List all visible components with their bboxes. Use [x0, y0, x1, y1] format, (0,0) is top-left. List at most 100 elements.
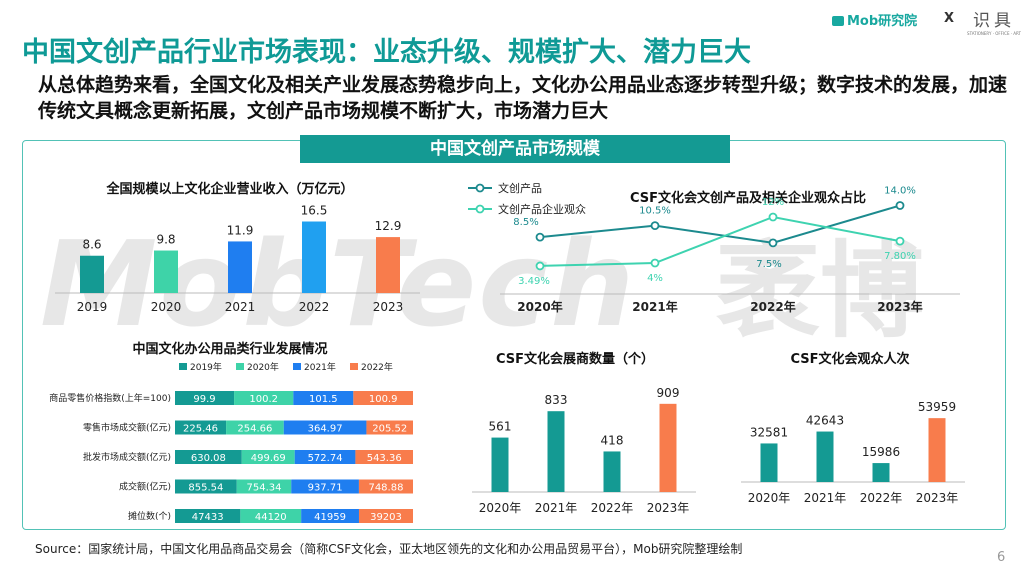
legend-label: 文创产品企业观众: [498, 202, 586, 216]
x-tick-label: 2023: [373, 300, 404, 314]
data-label: 42643: [806, 414, 844, 428]
bar: [376, 237, 400, 293]
data-label: 32581: [750, 425, 788, 439]
x-tick-label: 2022年: [591, 501, 634, 515]
mob-logo-text: Mob研究院: [847, 14, 918, 29]
data-point: [895, 236, 905, 246]
segment-label: 100.2: [249, 394, 278, 405]
stacked-segment: [175, 391, 235, 405]
segment-label: 101.5: [309, 394, 338, 405]
bar: [872, 463, 890, 482]
stacked-segment: [291, 479, 359, 494]
segment-label: 254.66: [237, 424, 272, 435]
y-tick-label: 批发市场成交额(亿元): [83, 451, 171, 463]
panel-banner: 中国文创产品市场规模: [300, 135, 730, 163]
data-label: 4%: [647, 273, 663, 284]
data-label: 418: [601, 433, 624, 447]
x-tick-label: 2023年: [647, 501, 690, 515]
stacked-segment: [353, 391, 413, 405]
shiju-logo: 识具 STATIONERY · OFFICE · ART: [966, 6, 1022, 36]
stacked-segment: [175, 509, 241, 523]
series-line: [539, 215, 901, 267]
data-point: [650, 258, 660, 268]
stacked-segment: [236, 479, 292, 494]
legend-label: 2020年: [247, 361, 279, 373]
x-tick-label: 2020年: [517, 299, 562, 314]
data-point: [768, 212, 778, 222]
y-tick-label: 商品零售价格指数(上年=100): [49, 392, 171, 404]
stacked-segment: [175, 479, 237, 494]
bar: [659, 403, 677, 492]
page-title: 中国文创产品行业市场表现：业态升级、规模扩大、潜力巨大: [22, 37, 751, 68]
legend-marker: [475, 183, 485, 193]
segment-label: 364.97: [308, 424, 343, 435]
stacked-segment: [355, 450, 413, 464]
bar: [491, 437, 509, 492]
legend-label: 2019年: [190, 361, 222, 373]
visitors-chart-title: CSF文化会观众人次: [790, 352, 910, 367]
x-tick-label: 2023年: [916, 491, 959, 505]
stacked-segment: [241, 450, 295, 464]
segment-label: 630.08: [191, 453, 226, 464]
data-label: 8.5%: [513, 217, 538, 228]
data-label: 8.6: [82, 238, 101, 252]
series-line: [539, 204, 901, 244]
data-point: [535, 232, 545, 242]
legend-label: 2021年: [304, 361, 336, 373]
bar: [80, 255, 104, 293]
data-label: 12.9: [375, 219, 402, 233]
page-number: 6: [997, 550, 1006, 565]
segment-label: 225.46: [183, 424, 218, 435]
x-tick-label: 2023年: [877, 299, 922, 314]
data-label: 53959: [918, 400, 956, 414]
bar: [760, 443, 778, 482]
data-label: 12%: [762, 197, 784, 208]
data-label: 14.0%: [884, 186, 916, 197]
x-tick-label: 2022: [299, 300, 330, 314]
watermark: MobTech: [40, 215, 637, 353]
stacked-segment: [293, 391, 354, 405]
segment-label: 99.9: [193, 394, 215, 405]
x-tick-label: 2020年: [748, 491, 791, 505]
data-label: 561: [489, 420, 512, 434]
segment-label: 748.88: [368, 483, 403, 494]
data-label: 7.5%: [756, 259, 781, 270]
stacked-segment: [358, 509, 413, 523]
exhibitors-chart-title: CSF文化会展商数量（个）: [495, 352, 655, 367]
x-tick-label: 2021年: [535, 501, 578, 515]
stacked-segment: [358, 479, 413, 494]
data-label: 15986: [862, 445, 900, 459]
legend-swatch: [350, 363, 358, 370]
x-tick-label: 2022年: [860, 491, 903, 505]
stacked-segment: [175, 420, 227, 435]
data-label: 9.8: [156, 233, 175, 247]
data-label: 16.5: [301, 204, 328, 218]
visitors-chart: 32581 2020年 42643 2021年 15986 2022年 53959 2023年: [741, 400, 965, 505]
source-note: Source：国家统计局，中国文化用品商品交易会（简称CSF文化会，亚太地区领先…: [35, 542, 743, 556]
shiju-logo-tagline: STATIONERY · OFFICE · ART: [967, 31, 1021, 36]
data-label: 3.49%: [518, 276, 550, 287]
segment-label: 47433: [192, 512, 224, 523]
data-point: [535, 261, 545, 271]
stacked-segment: [294, 450, 356, 464]
x-tick-label: 2019: [77, 300, 108, 314]
segment-label: 499.69: [251, 453, 286, 464]
bar: [154, 250, 178, 293]
revenue-chart-title: 全国规模以上文化企业营业收入（万亿元）: [106, 182, 354, 197]
exhibitors-chart: 561 2020年 833 2021年 418 2022年 909 2023年: [472, 386, 696, 515]
data-point: [650, 221, 660, 231]
stacked-segment: [234, 391, 294, 405]
x-tick-label: 2020年: [479, 501, 522, 515]
bar: [302, 221, 326, 293]
bar: [547, 411, 565, 492]
x-tick-label: 2020: [151, 300, 182, 314]
office-supplies-chart-title: 中国文化办公用品类行业发展情况: [132, 342, 328, 357]
legend-swatch: [179, 363, 187, 370]
y-tick-label: 摊位数(个): [128, 510, 171, 522]
segment-label: 44120: [255, 512, 287, 523]
legend-marker: [475, 204, 485, 214]
data-point: [768, 238, 778, 248]
stacked-segment: [366, 420, 413, 435]
watermark-cn: 袤博: [716, 230, 925, 352]
